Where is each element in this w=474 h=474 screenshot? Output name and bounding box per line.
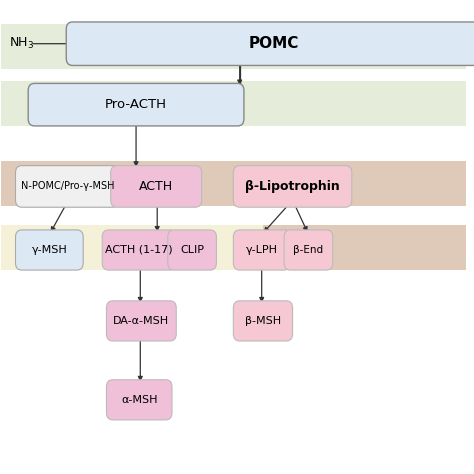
Text: ACTH (1-17): ACTH (1-17) (105, 245, 173, 255)
FancyBboxPatch shape (233, 230, 291, 270)
Text: α-MSH: α-MSH (121, 395, 157, 405)
Text: CLIP: CLIP (180, 245, 204, 255)
Bar (0, 225, 263, 270)
Bar (263, 225, 466, 270)
FancyBboxPatch shape (168, 230, 217, 270)
Text: DA-α-MSH: DA-α-MSH (113, 316, 169, 326)
FancyBboxPatch shape (16, 165, 119, 207)
Text: Pro-ACTH: Pro-ACTH (105, 98, 167, 111)
Bar (0, 161, 466, 206)
Bar (0, 24, 466, 69)
Text: ACTH: ACTH (139, 180, 173, 193)
FancyBboxPatch shape (16, 230, 83, 270)
Text: β-MSH: β-MSH (245, 316, 281, 326)
FancyBboxPatch shape (107, 380, 172, 420)
Bar (0, 81, 466, 126)
FancyBboxPatch shape (111, 165, 201, 207)
FancyBboxPatch shape (102, 230, 176, 270)
Text: POMC: POMC (248, 36, 299, 51)
Text: γ-MSH: γ-MSH (31, 245, 67, 255)
FancyBboxPatch shape (284, 230, 333, 270)
FancyBboxPatch shape (233, 301, 292, 341)
Text: NH$_3$: NH$_3$ (9, 36, 35, 51)
FancyBboxPatch shape (233, 165, 352, 207)
Text: γ-LPH: γ-LPH (246, 245, 278, 255)
Text: N-POMC/Pro-γ-MSH: N-POMC/Pro-γ-MSH (20, 182, 114, 191)
Text: β-Lipotrophin: β-Lipotrophin (245, 180, 340, 193)
FancyBboxPatch shape (107, 301, 176, 341)
FancyBboxPatch shape (28, 83, 244, 126)
Text: β-End: β-End (293, 245, 323, 255)
FancyBboxPatch shape (66, 22, 474, 65)
